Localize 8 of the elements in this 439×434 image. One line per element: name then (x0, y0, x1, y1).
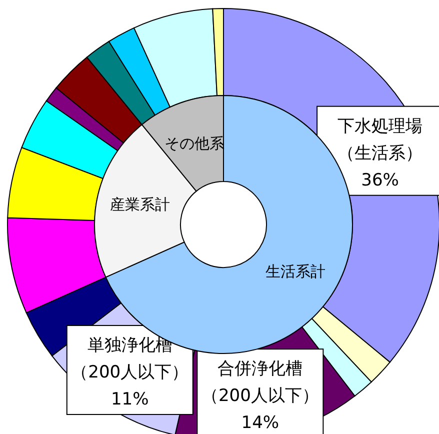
slice-label: その他系 (164, 134, 225, 153)
slice-label: 下水処理場（生活系） (338, 116, 423, 164)
data-label: 14% (241, 413, 280, 434)
data-label: 36% (361, 170, 399, 190)
slice-label: 産業系計 (110, 196, 170, 214)
slice-label: 生活系計 (266, 262, 326, 280)
data-label: 11% (110, 390, 149, 410)
slice-label: 合併浄化槽（200人以下） (201, 359, 319, 406)
